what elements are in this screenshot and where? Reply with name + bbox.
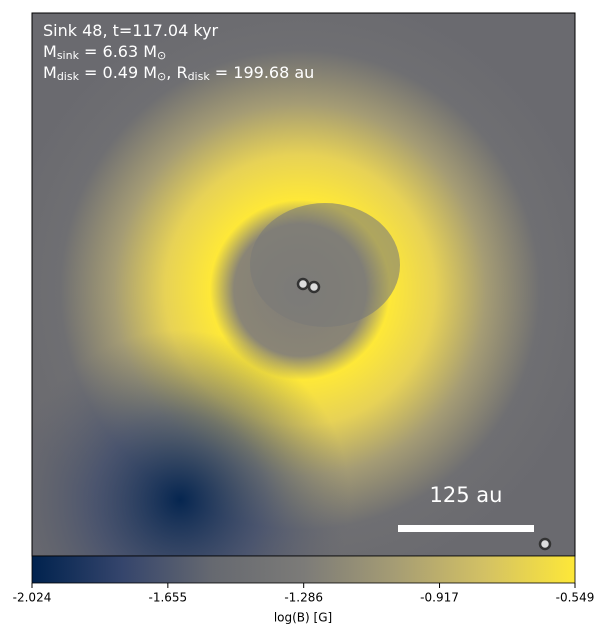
colorbar-label: log(B) [G]: [274, 611, 332, 625]
tick-label: -0.917: [420, 591, 459, 605]
annotation-part: M: [43, 42, 57, 61]
annotation-part: = 199.68 au: [210, 63, 315, 82]
annotation-part: , R: [166, 63, 187, 82]
scale-bar-label: 125 au: [430, 483, 503, 507]
colorbar: [31, 555, 576, 584]
annotation-part: ⊙: [157, 49, 166, 62]
tick-label: -1.655: [148, 591, 187, 605]
sinks: [296, 277, 552, 551]
annotation-part: = 6.63 M: [79, 42, 157, 61]
annotation: Msink = 6.63 M⊙: [43, 42, 166, 63]
annotation-part: sink: [57, 49, 80, 62]
annotation-part: M: [43, 63, 57, 82]
annotation-part: disk: [188, 70, 211, 83]
annotation: Mdisk = 0.49 M⊙, Rdisk = 199.68 au: [43, 63, 314, 84]
annotation-part: disk: [57, 70, 80, 83]
annotation-part: = 0.49 M: [79, 63, 157, 82]
tick-label: -1.286: [284, 591, 323, 605]
scale-bar: [398, 525, 534, 532]
tick-label: -2.024: [13, 591, 52, 605]
annotation-part: ⊙: [157, 70, 166, 83]
annotation: Sink 48, t=117.04 kyr: [43, 21, 219, 40]
annotation-part: Sink 48, t=117.04 kyr: [43, 21, 219, 40]
tick-label: -0.549: [556, 591, 595, 605]
